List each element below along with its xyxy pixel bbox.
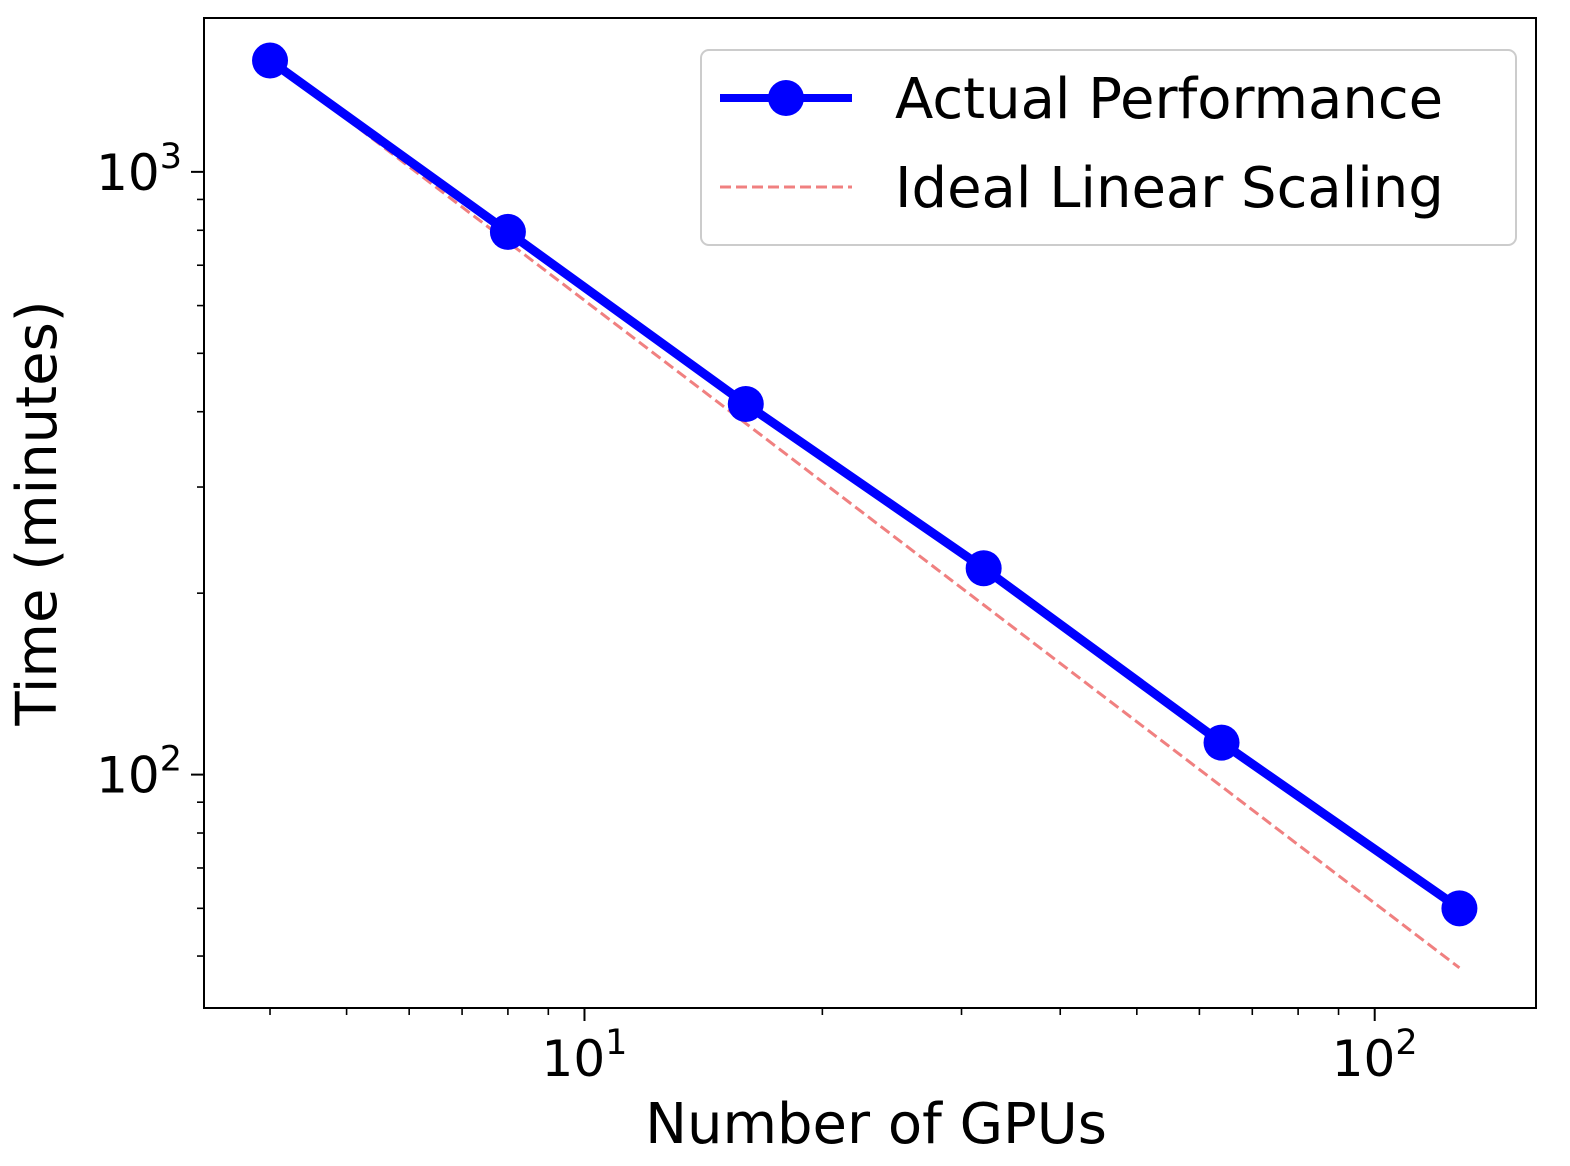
actual-performance-point	[727, 385, 764, 422]
ideal-scaling-line	[269, 59, 1461, 970]
actual-performance-point	[489, 213, 526, 250]
actual-performance-point	[252, 42, 289, 79]
actual-performance-point	[1441, 890, 1478, 927]
legend-ideal-label: Ideal Linear Scaling	[895, 156, 1444, 221]
major-ticks: 101 102 102 103	[96, 137, 1418, 1088]
y-axis-label: Time (minutes)	[5, 300, 70, 726]
x-tick-label: 101	[542, 1023, 628, 1088]
actual-performance-line	[267, 56, 1462, 913]
y-tick-label: 103	[96, 137, 182, 202]
plot-series	[252, 42, 1478, 970]
legend-actual-label: Actual Performance	[895, 67, 1443, 132]
legend-actual-marker	[768, 80, 804, 116]
x-tick-label: 102	[1332, 1023, 1418, 1088]
actual-performance-point	[1203, 724, 1240, 761]
legend-box	[700, 49, 1517, 246]
x-axis-label: Number of GPUs	[645, 1092, 1107, 1157]
minor-ticks	[197, 198, 1340, 1015]
y-tick-label: 102	[96, 740, 182, 805]
actual-performance-point	[965, 550, 1002, 587]
legend: Actual Performance Ideal Linear Scaling	[700, 49, 1517, 246]
plot-frame	[203, 17, 1537, 1009]
